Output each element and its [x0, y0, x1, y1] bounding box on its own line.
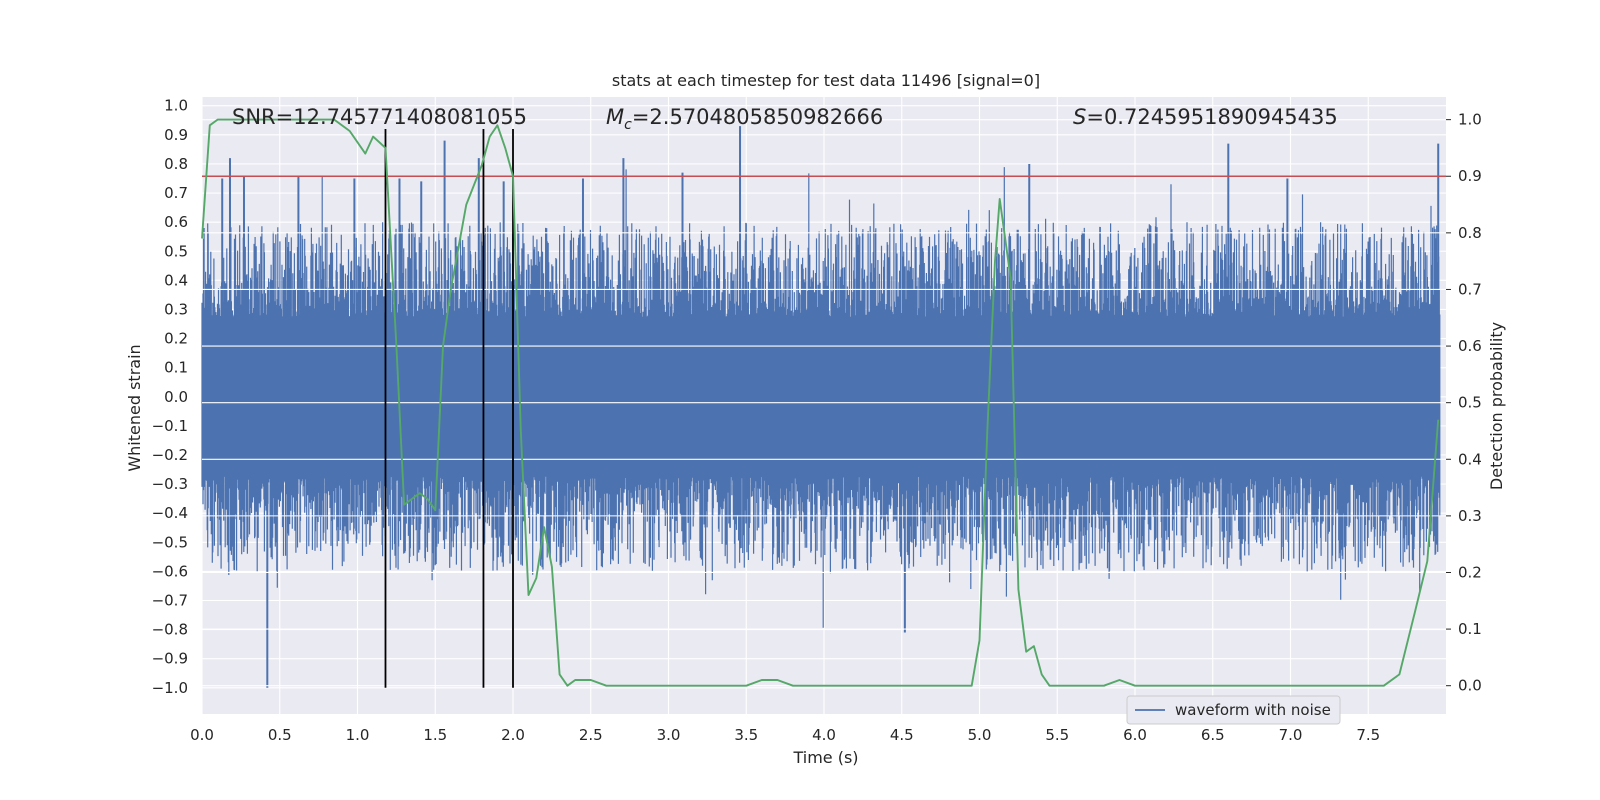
right-y-tick-label: 0.5: [1458, 394, 1482, 412]
left-y-tick-label: 0.5: [164, 242, 188, 260]
legend-label: waveform with noise: [1175, 701, 1331, 719]
strain-series: [201, 126, 1441, 688]
spin-annotation: S=0.7245951890945435: [1073, 105, 1338, 129]
right-y-tick-label: 0.1: [1458, 620, 1482, 638]
right-y-tick-label: 0.3: [1458, 507, 1482, 525]
right-y-tick-label: 0.9: [1458, 167, 1482, 185]
right-y-tick-label: 0.4: [1458, 450, 1482, 468]
left-y-tick-label: −0.7: [152, 591, 188, 609]
chirp-mass-value: =2.5704805850982666: [632, 105, 883, 129]
left-y-tick-label: −0.9: [152, 650, 188, 668]
left-y-tick-label: −0.3: [152, 475, 188, 493]
right-y-tick-label: 0.0: [1458, 677, 1482, 695]
right-y-tick-label: 1.0: [1458, 111, 1482, 129]
left-y-tick-label: 0.8: [164, 155, 188, 173]
event-markers: [384, 129, 514, 688]
x-tick-label: 7.5: [1356, 726, 1380, 744]
right-y-tick-label: 0.7: [1458, 280, 1482, 298]
left-y-tick-label: 0.2: [164, 330, 188, 348]
strain-waveform: [201, 167, 1441, 628]
x-tick-label: 3.0: [657, 726, 681, 744]
left-y-tick-label: 0.1: [164, 359, 188, 377]
x-tick-label: 1.5: [423, 726, 447, 744]
left-y-tick-label: −0.5: [152, 533, 188, 551]
x-tick-label: 4.0: [812, 726, 836, 744]
left-y-tick-label: −0.4: [152, 504, 188, 522]
left-y-tick-label: −1.0: [152, 679, 188, 697]
left-y-tick-labels: 1.0 0.9 0.8 0.7 0.6 0.5 0.4 0.3 0.2 0.1 0.0 −0.1 −0.…: [152, 97, 188, 697]
spin-value: =0.7245951890945435: [1086, 105, 1337, 129]
left-y-tick-label: −0.6: [152, 562, 188, 580]
x-tick-label: 6.5: [1201, 726, 1225, 744]
x-tick-label: 1.0: [346, 726, 370, 744]
x-tick-label: 2.0: [501, 726, 525, 744]
left-y-axis-label: Whitened strain: [125, 344, 144, 471]
left-y-tick-label: 0.0: [164, 388, 188, 406]
x-tick-labels: 0.0 0.5 1.0 1.5 2.0 2.5 3.0 3.5 4.0 4.5 5.0 5.5 6.0 6…: [190, 726, 1380, 744]
right-y-tick-label: 0.8: [1458, 224, 1482, 242]
x-tick-label: 7.0: [1279, 726, 1303, 744]
left-y-tick-label: 0.6: [164, 213, 188, 231]
snr-annotation: SNR=12.745771408081055: [232, 105, 527, 129]
chirp-mass-annotation: Mc=2.5704805850982666: [606, 105, 883, 133]
x-tick-label: 6.0: [1123, 726, 1147, 744]
x-axis-label: Time (s): [792, 748, 858, 767]
chirp-mass-symbol: M: [606, 105, 624, 129]
x-tick-label: 0.0: [190, 726, 214, 744]
left-y-tick-label: 0.3: [164, 300, 188, 318]
right-y-axis-label: Detection probability: [1487, 322, 1506, 490]
chirp-mass-subscript: c: [624, 117, 632, 133]
x-tick-label: 5.0: [968, 726, 992, 744]
left-y-tick-label: 1.0: [164, 97, 188, 115]
right-y-tick-labels: 1.0 0.9 0.8 0.7 0.6 0.5 0.4 0.3 0.2 0.1 0.0: [1446, 111, 1482, 695]
left-y-tick-label: −0.1: [152, 417, 188, 435]
right-y-tick-label: 0.2: [1458, 563, 1482, 581]
x-tick-label: 2.5: [579, 726, 603, 744]
x-tick-label: 5.5: [1045, 726, 1069, 744]
legend-box: [1126, 695, 1341, 725]
x-tick-label: 4.5: [890, 726, 914, 744]
chart-title: stats at each timestep for test data 114…: [612, 71, 1040, 90]
left-y-tick-label: −0.2: [152, 446, 188, 464]
left-y-tick-label: 0.9: [164, 126, 188, 144]
spin-symbol: S: [1073, 105, 1086, 129]
legend: waveform with noise: [1126, 695, 1341, 725]
left-y-tick-label: 0.4: [164, 271, 188, 289]
x-tick-label: 3.5: [734, 726, 758, 744]
probability-line: [201, 118, 1440, 687]
x-tick-label: 0.5: [268, 726, 292, 744]
left-y-tick-label: 0.7: [164, 184, 188, 202]
probability-series: [201, 118, 1440, 687]
right-y-tick-label: 0.6: [1458, 337, 1482, 355]
left-y-tick-label: −0.8: [152, 621, 188, 639]
